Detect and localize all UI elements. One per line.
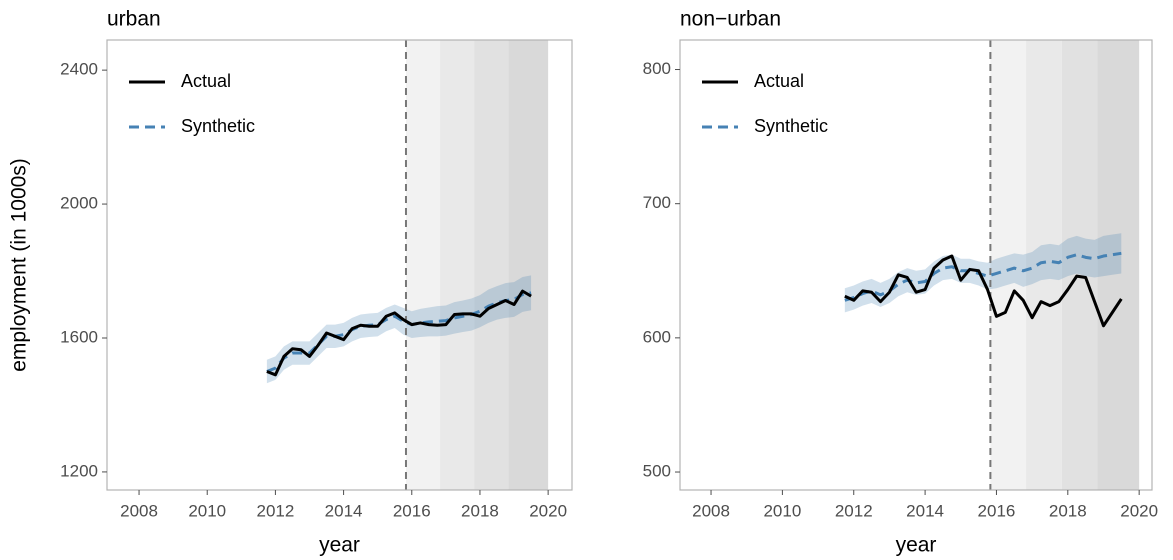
x-tick-label: 2014 <box>325 501 363 520</box>
y-tick-label: 2000 <box>60 194 98 213</box>
post-period-shade <box>440 40 475 490</box>
x-tick-label: 2020 <box>1120 501 1158 520</box>
x-tick-label: 2008 <box>120 501 158 520</box>
post-period-shade <box>1097 40 1140 490</box>
y-tick-label: 800 <box>643 59 671 78</box>
y-tick-label: 600 <box>643 327 671 346</box>
x-tick-label: 2016 <box>978 501 1016 520</box>
x-tick-label: 2012 <box>835 501 873 520</box>
panel-border <box>679 39 1153 491</box>
x-axis-title: year <box>319 534 360 557</box>
y-tick-label: 1200 <box>60 461 98 480</box>
x-tick-label: 2012 <box>256 501 294 520</box>
post-period-shade <box>405 40 441 490</box>
x-tick-label: 2016 <box>393 501 431 520</box>
x-tick-label: 2008 <box>692 501 730 520</box>
series-line <box>266 291 532 373</box>
post-period-shade <box>1026 40 1062 490</box>
x-tick-label: 2020 <box>529 501 567 520</box>
legend-label: Actual <box>754 71 804 91</box>
legend-label: Synthetic <box>754 116 828 136</box>
series-line <box>844 254 1123 328</box>
x-tick-label: 2018 <box>461 501 499 520</box>
post-period-shade <box>1061 40 1098 490</box>
legend-label: Synthetic <box>181 116 255 136</box>
y-tick-label: 700 <box>643 193 671 212</box>
y-tick-label: 1600 <box>60 327 98 346</box>
x-tick-label: 2014 <box>906 501 944 520</box>
x-tick-label: 2010 <box>188 501 226 520</box>
series-line <box>266 289 532 377</box>
post-period-shade <box>474 40 509 490</box>
x-tick-label: 2018 <box>1049 501 1087 520</box>
panel-title: urban <box>107 8 161 31</box>
x-tick-label: 2010 <box>763 501 801 520</box>
panel-title: non−urban <box>680 8 781 31</box>
y-axis-title: employment (in 1000s) <box>8 158 31 372</box>
x-axis-title: year <box>896 534 937 557</box>
y-tick-label: 2400 <box>60 60 98 79</box>
post-period-shade <box>508 40 549 490</box>
confidence-band <box>844 233 1122 313</box>
y-tick-label: 500 <box>643 462 671 481</box>
legend-label: Actual <box>181 71 231 91</box>
confidence-band <box>266 275 532 384</box>
panel-border <box>106 39 573 491</box>
post-period-shade <box>990 40 1027 490</box>
